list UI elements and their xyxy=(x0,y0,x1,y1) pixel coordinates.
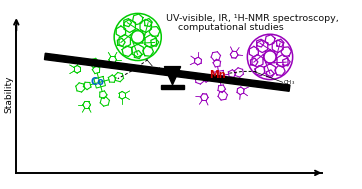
Text: CH$_3$: CH$_3$ xyxy=(283,78,295,87)
Text: Stability: Stability xyxy=(5,75,13,113)
Text: UV-visible, IR, ¹H-NMR spectroscopy,: UV-visible, IR, ¹H-NMR spectroscopy, xyxy=(166,14,338,23)
Polygon shape xyxy=(45,53,290,91)
Text: Co: Co xyxy=(91,77,105,87)
Text: Mn: Mn xyxy=(209,70,226,80)
Bar xyxy=(161,85,184,89)
Polygon shape xyxy=(164,67,181,85)
Text: computational studies: computational studies xyxy=(178,23,283,32)
Text: CH$_3$: CH$_3$ xyxy=(152,65,164,74)
